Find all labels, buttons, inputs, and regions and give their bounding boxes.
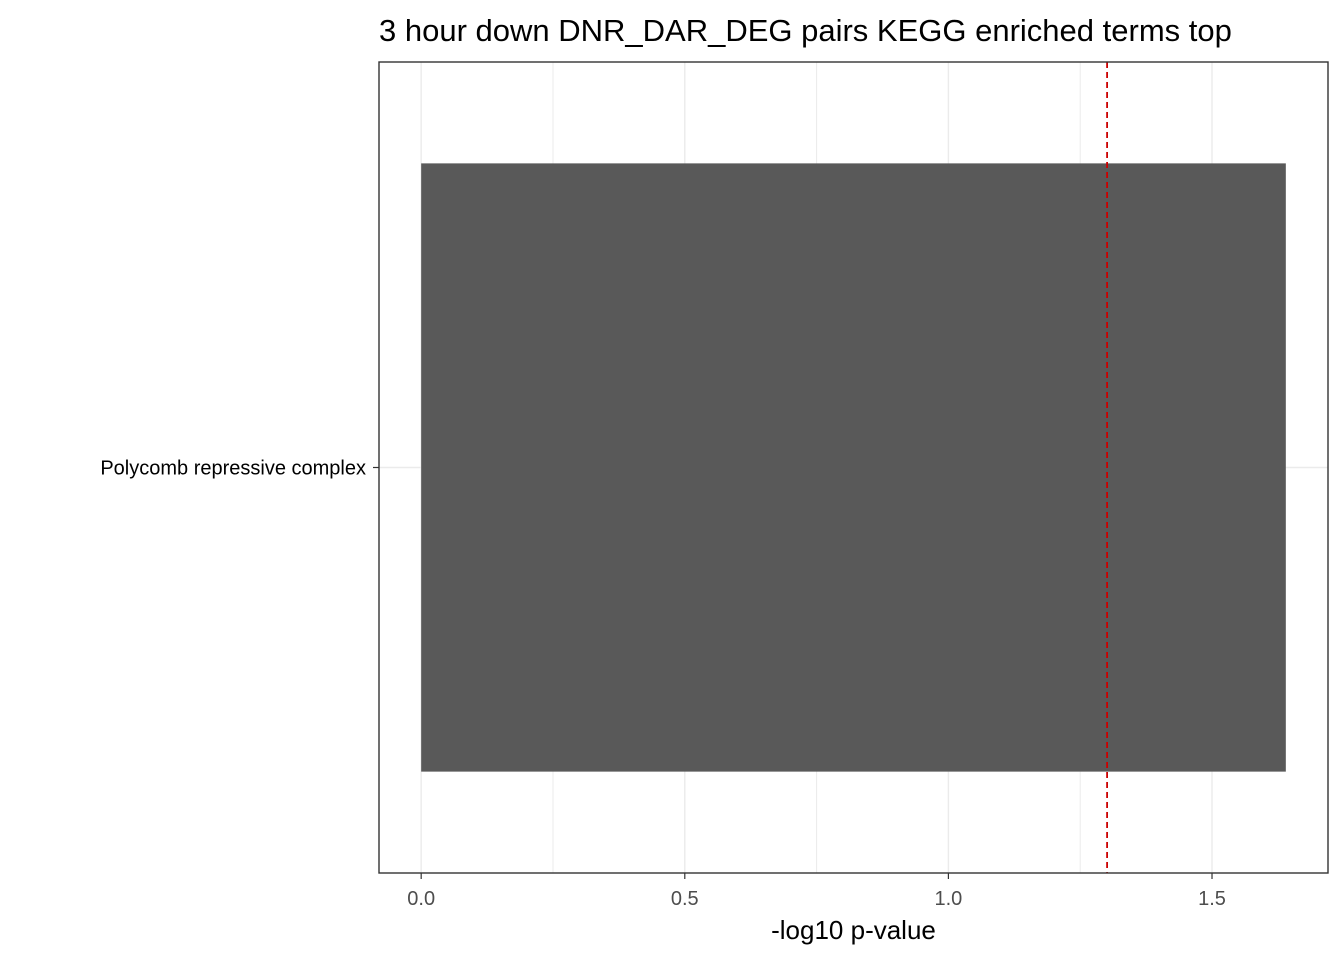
x-tick-label: 0.5	[671, 888, 699, 910]
x-tick-label: 0.0	[407, 888, 435, 910]
bar	[421, 163, 1286, 772]
y-axis: Polycomb repressive complex	[100, 458, 379, 480]
chart-title: 3 hour down DNR_DAR_DEG pairs KEGG enric…	[379, 13, 1232, 48]
x-tick-label: 1.5	[1198, 888, 1226, 910]
x-axis-label: -log10 p-value	[771, 915, 936, 945]
x-axis: 0.0 0.5 1.0 1.5	[407, 873, 1226, 910]
bars	[421, 163, 1286, 772]
y-tick-label: Polycomb repressive complex	[100, 458, 366, 480]
x-tick-label: 1.0	[934, 888, 962, 910]
